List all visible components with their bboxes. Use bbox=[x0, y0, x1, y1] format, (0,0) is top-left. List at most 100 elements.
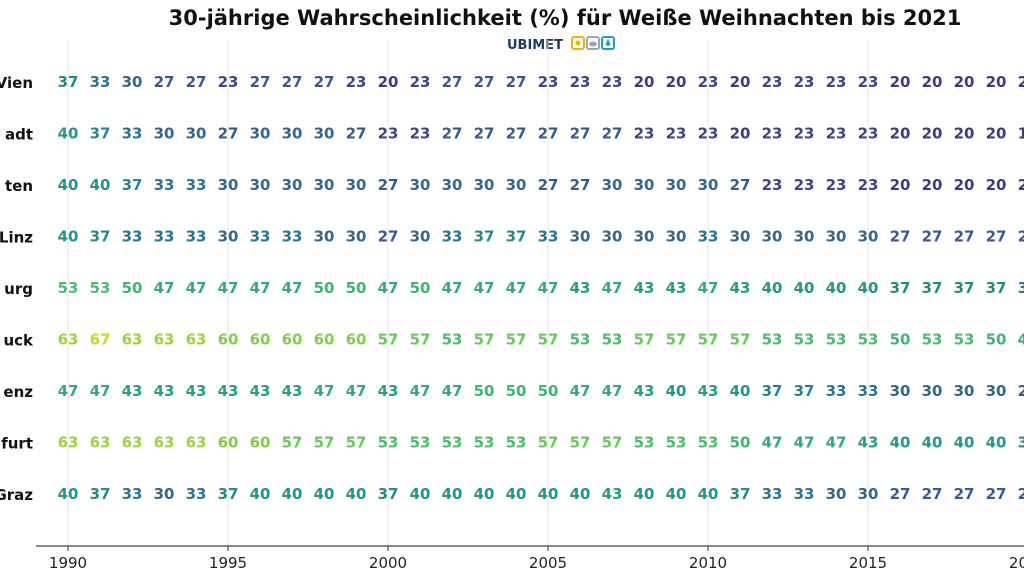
value-label: 30 bbox=[346, 176, 367, 194]
value-label: 40 bbox=[90, 176, 111, 194]
value-label: 47 bbox=[250, 279, 271, 297]
value-label: 37 bbox=[218, 485, 239, 503]
value-label: 57 bbox=[698, 331, 719, 349]
value-label: 27 bbox=[570, 125, 591, 143]
value-label: 47 bbox=[346, 382, 367, 400]
value-label: 33 bbox=[442, 228, 463, 246]
value-label: 43 bbox=[634, 279, 655, 297]
value-label: 40 bbox=[442, 485, 463, 503]
value-label: 20 bbox=[986, 125, 1007, 143]
value-label: 33 bbox=[186, 485, 207, 503]
value-label: 60 bbox=[346, 331, 367, 349]
value-label: 30 bbox=[314, 125, 335, 143]
value-label: 40 bbox=[730, 382, 751, 400]
value-label: 37 bbox=[762, 382, 783, 400]
value-label: 33 bbox=[1018, 279, 1024, 297]
value-label: 40 bbox=[506, 485, 527, 503]
value-label: 27 bbox=[250, 73, 271, 91]
value-label: 57 bbox=[314, 434, 335, 452]
value-label: 33 bbox=[154, 228, 175, 246]
value-label: 53 bbox=[794, 331, 815, 349]
value-label: 43 bbox=[858, 434, 879, 452]
value-label: 20 bbox=[986, 73, 1007, 91]
value-label: 30 bbox=[346, 228, 367, 246]
row-graz: Graz 40 37 33 30 33 37 40 40 40 40 37 40 40 40 40 40 40 43… bbox=[0, 485, 1024, 504]
value-label: 40 bbox=[858, 279, 879, 297]
value-label: 47 bbox=[698, 279, 719, 297]
value-label: 33 bbox=[250, 228, 271, 246]
value-label: 50 bbox=[730, 434, 751, 452]
value-label: 27 bbox=[890, 228, 911, 246]
value-label: 23 bbox=[762, 73, 783, 91]
row-st-p-lten: ten 40 40 37 33 33 30 30 30 30 30 27 30 30 30 30 27 27 30 3… bbox=[5, 176, 1024, 195]
value-label: 27 bbox=[442, 125, 463, 143]
ubimet-logo: UBIMET bbox=[507, 36, 615, 53]
value-label: 40 bbox=[922, 434, 943, 452]
value-label: 30 bbox=[410, 176, 431, 194]
value-label: 53 bbox=[826, 331, 847, 349]
value-label: 30 bbox=[986, 382, 1007, 400]
value-label: 47 bbox=[762, 434, 783, 452]
value-label: 27 bbox=[954, 485, 975, 503]
value-label: 27 bbox=[1018, 228, 1024, 246]
value-label: 37 bbox=[90, 228, 111, 246]
value-label: 47 bbox=[506, 279, 527, 297]
value-label: 20 bbox=[666, 73, 687, 91]
value-label: 60 bbox=[218, 434, 239, 452]
value-label: 47 bbox=[442, 382, 463, 400]
value-label: 40 bbox=[698, 485, 719, 503]
value-label: 20 bbox=[890, 176, 911, 194]
sun-icon bbox=[571, 36, 585, 50]
value-label: 53 bbox=[602, 331, 623, 349]
value-label: 33 bbox=[186, 228, 207, 246]
value-label: 23 bbox=[858, 73, 879, 91]
value-label: 53 bbox=[58, 279, 79, 297]
value-label: 53 bbox=[442, 434, 463, 452]
value-label: 47 bbox=[378, 279, 399, 297]
value-label: 37 bbox=[378, 485, 399, 503]
value-label: 47 bbox=[794, 434, 815, 452]
value-label: 50 bbox=[410, 279, 431, 297]
value-label: 30 bbox=[218, 228, 239, 246]
value-label: 30 bbox=[154, 125, 175, 143]
value-label: 40 bbox=[538, 485, 559, 503]
value-label: 27 bbox=[282, 73, 303, 91]
value-label: 40 bbox=[666, 382, 687, 400]
value-label: 30 bbox=[826, 228, 847, 246]
value-label: 40 bbox=[282, 485, 303, 503]
value-label: 67 bbox=[90, 331, 111, 349]
value-label: 50 bbox=[122, 279, 143, 297]
value-label: 27 bbox=[154, 73, 175, 91]
value-label: 37 bbox=[506, 228, 527, 246]
value-label: 23 bbox=[826, 176, 847, 194]
value-label: 43 bbox=[218, 382, 239, 400]
value-label: 20 bbox=[1018, 73, 1024, 91]
value-label: 40 bbox=[58, 228, 79, 246]
value-label: 43 bbox=[122, 382, 143, 400]
value-label: 23 bbox=[858, 176, 879, 194]
value-label: 57 bbox=[634, 331, 655, 349]
value-label: 30 bbox=[634, 176, 655, 194]
value-label: 50 bbox=[314, 279, 335, 297]
value-label: 53 bbox=[378, 434, 399, 452]
value-label: 47 bbox=[282, 279, 303, 297]
value-label: 37 bbox=[122, 176, 143, 194]
value-label: 33 bbox=[826, 382, 847, 400]
value-label: 40 bbox=[762, 279, 783, 297]
value-label: 37 bbox=[1018, 434, 1024, 452]
value-label: 30 bbox=[794, 228, 815, 246]
value-label: 37 bbox=[90, 485, 111, 503]
value-label: 30 bbox=[410, 228, 431, 246]
value-label: 23 bbox=[570, 73, 591, 91]
vertical-gridlines bbox=[67, 40, 869, 546]
value-label: 30 bbox=[826, 485, 847, 503]
value-label: 37 bbox=[794, 382, 815, 400]
value-label: 30 bbox=[634, 228, 655, 246]
row-bregenz: enz 47 47 43 43 43 43 43 43 47 47 43 47 47 50 50 50 47 47 4… bbox=[3, 382, 1024, 401]
value-label: 63 bbox=[58, 434, 79, 452]
value-label: 47 bbox=[410, 382, 431, 400]
value-label: 47 bbox=[186, 279, 207, 297]
value-label: 33 bbox=[282, 228, 303, 246]
value-label: 37 bbox=[90, 125, 111, 143]
